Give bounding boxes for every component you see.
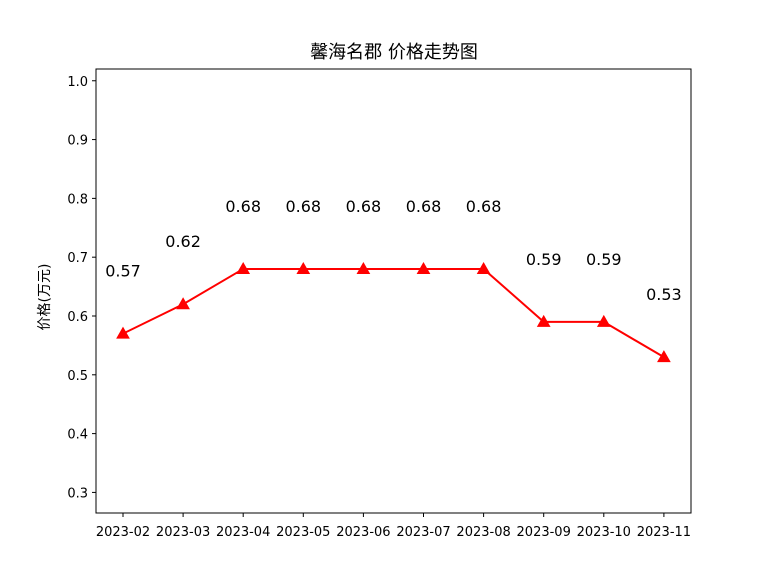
y-tick-label: 0.3 [67, 486, 88, 501]
plot-frame [95, 68, 692, 514]
data-value-label: 0.68 [346, 197, 382, 216]
axes: 0.3 0.4 0.5 0.6 0.7 0.8 0.9 1.0 2023-02 2023-03 20… [67, 75, 691, 540]
data-point-marker [356, 261, 371, 274]
y-tick-label: 0.5 [67, 369, 88, 384]
data-point-marker [236, 261, 251, 274]
x-tick-label: 2023-05 [276, 525, 330, 540]
data-point-marker [596, 314, 611, 327]
x-tick-label: 2023-03 [156, 525, 210, 540]
data-point-marker [536, 314, 551, 327]
x-tick-label: 2023-08 [456, 525, 510, 540]
x-tick-label: 2023-06 [336, 525, 390, 540]
y-tick-label: 0.7 [67, 251, 88, 266]
data-value-label: 0.68 [225, 197, 261, 216]
data-value-label: 0.68 [466, 197, 502, 216]
data-point-marker [476, 261, 491, 274]
x-tick-label: 2023-11 [637, 525, 691, 540]
data-labels: 0.57 0.62 0.68 0.68 0.68 0.68 0.68 0.59 0.59 0.53 [105, 197, 682, 304]
series-line [122, 267, 665, 359]
x-tick-label: 2023-02 [96, 525, 150, 540]
y-tick-label: 1.0 [67, 75, 88, 90]
data-point-marker [657, 350, 671, 363]
data-value-label: 0.59 [526, 250, 562, 269]
data-point-marker [416, 261, 431, 274]
data-value-label: 0.68 [406, 197, 442, 216]
x-tick-label: 2023-07 [396, 525, 450, 540]
y-tick-label: 0.6 [67, 310, 88, 325]
y-tick-label: 0.9 [67, 134, 88, 149]
x-tick-label: 2023-04 [216, 525, 270, 540]
data-value-label: 0.68 [285, 197, 321, 216]
x-tick-label: 2023-09 [517, 525, 571, 540]
y-axis-label: 价格(万元) [37, 264, 53, 331]
data-point-marker [296, 261, 311, 274]
x-tick-label: 2023-10 [577, 525, 631, 540]
series-lines [116, 261, 671, 363]
data-point-marker [116, 326, 130, 339]
data-value-label: 0.57 [105, 262, 141, 281]
data-value-label: 0.53 [646, 285, 682, 304]
data-value-label: 0.59 [586, 250, 622, 269]
chart-title: 馨海名郡 价格走势图 [310, 42, 478, 63]
data-point-marker [176, 297, 190, 310]
y-tick-label: 0.8 [67, 192, 88, 207]
data-value-label: 0.62 [165, 232, 201, 251]
y-tick-label: 0.4 [67, 428, 88, 443]
